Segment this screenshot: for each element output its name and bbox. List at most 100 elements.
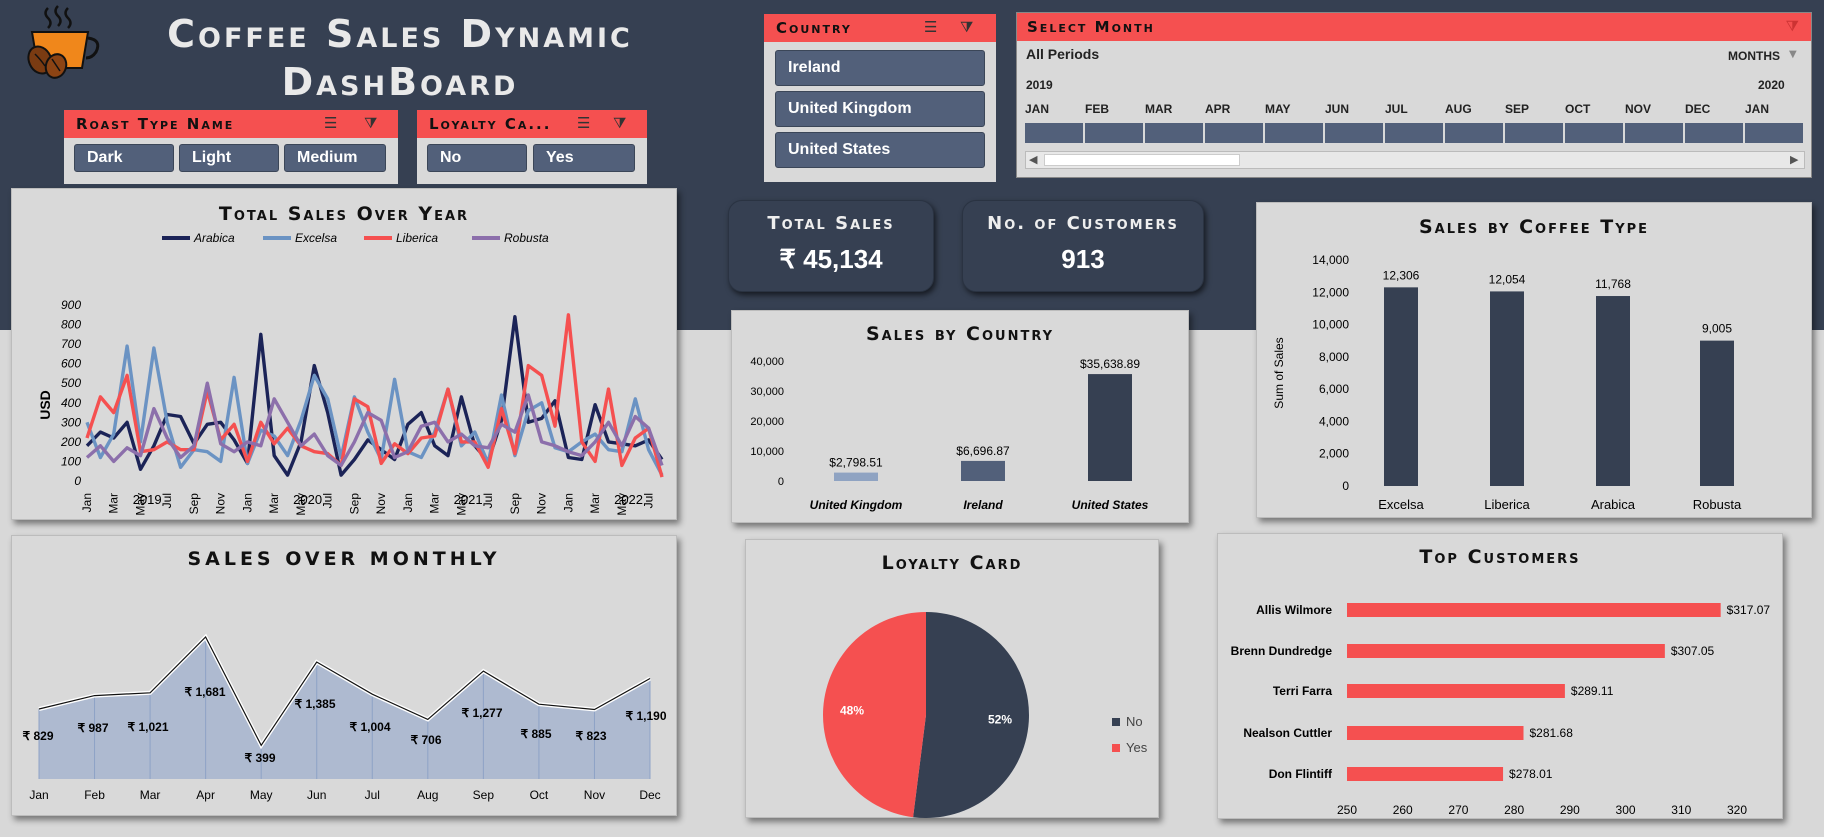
x-tick-label: Ireland <box>963 498 1003 512</box>
slicer-item-no[interactable]: No <box>427 144 527 172</box>
kpi-total-sales: Total Sales ₹ 45,134 <box>728 200 934 292</box>
clear-filter-icon[interactable]: ⧩ <box>960 18 974 36</box>
timeline-month-label: JUL <box>1385 102 1408 116</box>
timeline-month-bar[interactable] <box>1085 123 1143 143</box>
data-label: ₹ 706 <box>411 733 442 747</box>
y-tick-label: Terri Farra <box>1273 684 1332 698</box>
bar <box>1596 296 1630 486</box>
timeline-month-bar[interactable] <box>1685 123 1743 143</box>
timeline-month-bar[interactable] <box>1565 123 1623 143</box>
kpi-label: Total Sales <box>767 213 895 234</box>
timeline-month-bar[interactable] <box>1745 123 1803 143</box>
y-tick-label: 20,000 <box>750 416 784 428</box>
timeline-month-bar[interactable] <box>1625 123 1683 143</box>
x-tick-label: Jun <box>307 788 326 802</box>
timeline-unit-dropdown[interactable]: MONTHS <box>1728 49 1780 63</box>
bar <box>1347 684 1565 698</box>
x-tick-label: Jan <box>561 493 575 512</box>
y-tick-label: 12,000 <box>1312 285 1349 299</box>
timeline-month-bar[interactable] <box>1445 123 1503 143</box>
timeline-month-bar[interactable] <box>1385 123 1443 143</box>
y-tick-label: 0 <box>778 476 784 488</box>
x-tick-label: Jul <box>481 493 495 508</box>
multi-select-icon[interactable]: ☰ <box>924 18 938 36</box>
y-tick-label: 30,000 <box>750 386 784 398</box>
pie-slice-no <box>913 612 1029 818</box>
timeline-month-bar[interactable] <box>1325 123 1383 143</box>
data-label: $6,696.87 <box>956 444 1010 458</box>
data-label: 48% <box>840 703 864 717</box>
chart-title: Sales by Coffee Type <box>1418 216 1650 238</box>
chart-title: Sales by Country <box>865 323 1055 345</box>
slicer-item-yes[interactable]: Yes <box>533 144 635 172</box>
data-label: ₹ 885 <box>521 727 552 741</box>
x-tick-label: May <box>250 788 273 802</box>
slicer-item-united-states[interactable]: United States <box>775 132 985 168</box>
loyalty-card-panel: Loyalty Card 52% No 48% Yes <box>745 539 1159 818</box>
slicer-item-ireland[interactable]: Ireland <box>775 50 985 86</box>
y-tick-label: 0 <box>74 474 81 488</box>
slicer-item-united-kingdom[interactable]: United Kingdom <box>775 91 985 127</box>
timeline-month-label: OCT <box>1565 102 1591 116</box>
clear-filter-icon[interactable]: ⧩ <box>1785 17 1801 35</box>
scroll-left-icon[interactable]: ◀ <box>1029 153 1038 166</box>
timeline-month-bar[interactable] <box>1025 123 1083 143</box>
timeline-month-bar[interactable] <box>1145 123 1203 143</box>
slicer-item-light[interactable]: Light <box>179 144 279 172</box>
y-tick-label: 700 <box>61 337 81 351</box>
legend-label: Liberica <box>396 231 438 245</box>
data-label: ₹ 1,190 <box>626 709 667 723</box>
x-tick-label: Jan <box>80 493 94 512</box>
chart-title: Top Customers <box>1419 546 1581 568</box>
timeline-month-bar[interactable] <box>1265 123 1323 143</box>
bar <box>1700 340 1734 486</box>
x-tick-label: Feb <box>84 788 105 802</box>
scroll-thumb[interactable] <box>1044 154 1240 166</box>
slicer-item-dark[interactable]: Dark <box>74 144 174 172</box>
timeline-month-bar[interactable] <box>1205 123 1263 143</box>
chart-title: Loyalty Card <box>881 552 1023 574</box>
data-label: ₹ 1,681 <box>185 685 226 699</box>
clear-filter-icon[interactable]: ⧩ <box>613 114 627 132</box>
x-tick-label: May <box>454 493 468 516</box>
legend-swatch <box>1112 718 1120 726</box>
x-tick-label: Robusta <box>1693 497 1742 512</box>
bar <box>1347 726 1524 740</box>
clear-filter-icon[interactable]: ⧩ <box>364 114 378 132</box>
series-line-liberica <box>85 313 664 478</box>
y-tick-label: 100 <box>61 454 81 468</box>
coffee-cup-icon <box>27 5 100 79</box>
y-axis-label: Sum of Sales <box>1272 337 1286 408</box>
top-customers-chart: Allis Wilmore $317.07 Brenn Dundredge $307.… <box>1231 603 1770 817</box>
year-label: 2022 <box>614 492 643 507</box>
country-slicer: Country ☰ ⧩ Ireland United Kingdom Unite… <box>764 14 996 182</box>
timeline-scrollbar[interactable]: ◀ ▶ <box>1025 151 1805 169</box>
bar <box>1347 644 1665 658</box>
sales-over-year-panel: Total Sales Over Year 0 100 200 300 400 500 60… <box>11 188 677 520</box>
timeline-year-start: 2019 <box>1026 78 1053 92</box>
chart-title: Total Sales Over Year <box>218 203 470 225</box>
chevron-down-icon[interactable]: ▼ <box>1789 49 1797 60</box>
loyalty-card-chart: 52% No 48% Yes <box>822 612 1148 818</box>
multi-select-icon[interactable]: ☰ <box>577 114 591 132</box>
data-label: 9,005 <box>1702 322 1732 336</box>
data-label: 52% <box>988 713 1012 727</box>
slicer-item-medium[interactable]: Medium <box>284 144 386 172</box>
x-tick-label: Sep <box>347 493 361 515</box>
page-title: Coffee Sales Dynamic DashBoard <box>167 12 633 104</box>
month-timeline: Select Month ⧩ All Periods MONTHS ▼ 2019… <box>1016 12 1812 178</box>
data-label: ₹ 987 <box>78 721 109 735</box>
y-tick-label: 2,000 <box>1319 447 1349 461</box>
timeline-month-label: JAN <box>1025 102 1050 116</box>
timeline-month-label: NOV <box>1625 102 1652 116</box>
x-tick-label: Jul <box>321 493 335 508</box>
x-tick-label: Sep <box>508 493 522 515</box>
bar <box>834 472 878 481</box>
timeline-month-bar[interactable] <box>1505 123 1563 143</box>
area-fill <box>39 637 650 779</box>
scroll-right-icon[interactable]: ▶ <box>1790 153 1799 166</box>
multi-select-icon[interactable]: ☰ <box>324 114 338 132</box>
data-label: ₹ 1,385 <box>295 697 336 711</box>
x-tick-label: 300 <box>1616 803 1636 817</box>
x-tick-label: Nov <box>214 493 228 514</box>
